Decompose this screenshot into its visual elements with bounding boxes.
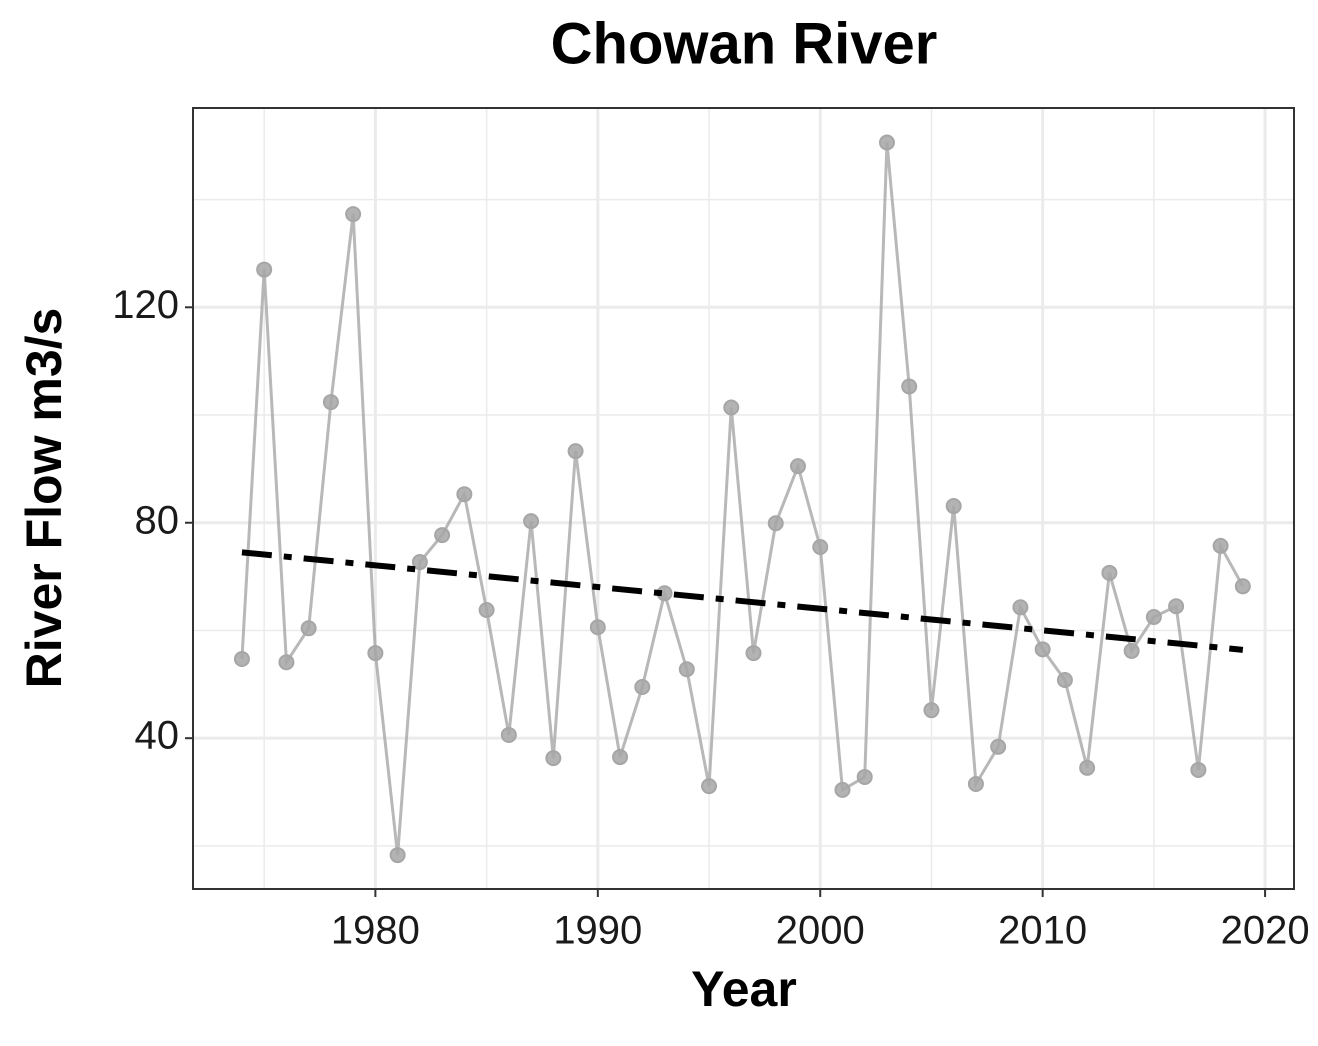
data-point [878, 134, 895, 151]
data-point [1212, 537, 1229, 554]
data-point [589, 619, 606, 636]
data-point [367, 645, 384, 662]
data-point [389, 847, 406, 864]
y-tick-label: 80 [135, 498, 180, 542]
data-point [278, 654, 295, 671]
data-point [500, 726, 517, 743]
data-line [240, 142, 1245, 856]
data-point [322, 394, 339, 411]
data-point [434, 527, 451, 544]
data-point [300, 620, 317, 637]
data-point [701, 778, 718, 795]
data-point [612, 749, 629, 766]
data-point [545, 750, 562, 767]
data-point [567, 443, 584, 460]
data-point [789, 458, 806, 475]
data-point [856, 768, 873, 785]
y-axis-label: River Flow m3/s [16, 308, 72, 689]
data-point [1145, 608, 1162, 625]
data-point [945, 498, 962, 515]
data-point [478, 601, 495, 618]
data-point [834, 781, 851, 798]
x-tick-label: 2000 [776, 909, 865, 953]
y-tick-label: 40 [135, 714, 180, 758]
data-point [967, 775, 984, 792]
data-point [634, 679, 651, 696]
x-tick-label: 2010 [998, 909, 1087, 953]
x-tick-label: 1990 [553, 909, 642, 953]
data-point [812, 538, 829, 555]
data-point [345, 206, 362, 223]
data-point [233, 651, 250, 668]
trend-line [241, 549, 1244, 653]
data-point [411, 554, 428, 571]
data-point [456, 486, 473, 503]
data-point [1056, 672, 1073, 689]
data-point [256, 261, 273, 278]
data-point [1168, 598, 1185, 615]
data-point [901, 378, 918, 395]
data-point [1034, 641, 1051, 658]
panel-border [192, 107, 1295, 890]
data-point [1234, 578, 1251, 595]
data-point [1123, 642, 1140, 659]
data-point [1190, 761, 1207, 778]
data-point [1101, 564, 1118, 581]
x-tick-label: 1980 [331, 909, 420, 953]
data-point [678, 661, 695, 678]
data-point [1079, 759, 1096, 776]
data-point [723, 399, 740, 416]
data-point [767, 515, 784, 532]
chart-title: Chowan River [551, 11, 938, 76]
x-axis-label: Year [691, 961, 797, 1017]
data-point [523, 513, 540, 530]
data-point [745, 645, 762, 662]
x-tick-label: 2020 [1221, 909, 1310, 953]
y-tick-label: 120 [112, 283, 179, 327]
data-point [990, 738, 1007, 755]
data-point [1012, 599, 1029, 616]
data-point [923, 702, 940, 719]
